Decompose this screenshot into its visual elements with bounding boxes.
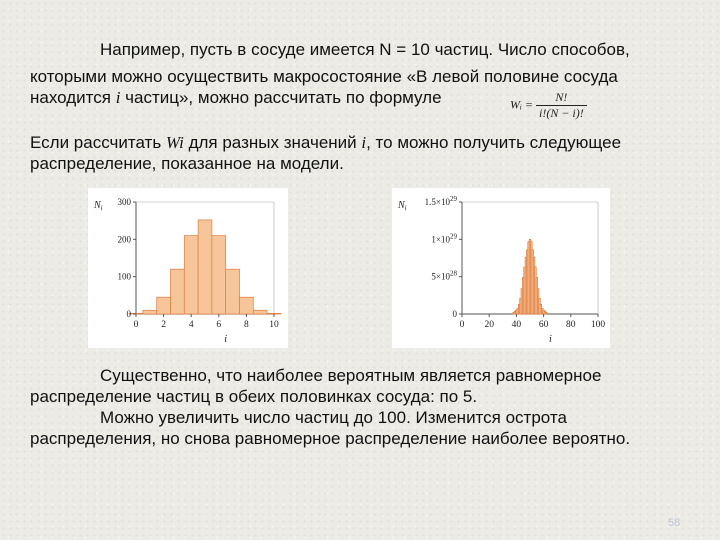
chart-n100-x-axis-label: i (549, 334, 552, 345)
formula-fraction: N! i!(N − i)! (536, 90, 587, 121)
paragraph2-var-wi: Wi (165, 133, 184, 152)
paragraph1-line3-b: частиц», можно рассчитать по формуле (120, 88, 442, 107)
paragraph1-line2: которыми можно осуществить макросостояни… (30, 67, 618, 86)
chart-n100-bar (545, 311, 548, 315)
formula-denominator: i!(N − i)! (539, 106, 584, 120)
chart-n10-bar (266, 313, 282, 315)
chart-n10-bar (170, 268, 185, 315)
paragraph3-line1: Существенно, что наиболее вероятным явля… (100, 366, 602, 385)
chart-n100-x-tick-label: 0 (460, 320, 465, 330)
chart-n100-svg: 0 20 40 60 80 100 0 5×1028 1×1029 1.5×1029 Ni i (397, 195, 606, 345)
formula-lhs: Wᵢ = (510, 97, 533, 112)
chart-n10-bar (183, 235, 199, 315)
chart-n10-bar (211, 235, 227, 315)
chart-n100-y-axis-label: Ni (397, 200, 407, 212)
chart-n10-bar (142, 309, 158, 315)
chart-n10-y-tick-label: 300 (118, 197, 132, 207)
formula-numerator: N! (536, 90, 587, 106)
chart-n100-y-tick-label: 1×1029 (431, 232, 457, 244)
chart-n100-x-tick-label: 20 (484, 320, 494, 330)
chart-n100-y-tick-label: 5×1028 (431, 270, 457, 282)
chart-n10-bar (239, 296, 254, 315)
chart-n100-y-tick-label: 1.5×1029 (425, 195, 458, 207)
chart-n10-y-tick-label: 200 (118, 234, 132, 244)
paragraph3-line4: распределения, но снова равномерное расп… (30, 429, 631, 448)
chart-n10-x-axis-label: i (224, 334, 227, 345)
paragraph2-var-i: i (361, 133, 367, 152)
paragraph2-line1-c: , то можно получить следующее (366, 133, 622, 152)
chart-n100-x-tick-label: 80 (566, 320, 576, 330)
chart-n10-x-tick-label: 8 (244, 320, 249, 330)
paragraph1-line3-a: находится (30, 88, 116, 107)
paragraph1-line1: Например, пусть в сосуде имеется N = 10 … (100, 40, 630, 59)
chart-n100-x-tick-label: 40 (512, 320, 522, 330)
paragraph1-line3: находится i частиц», можно рассчитать по… (30, 88, 442, 109)
formula: Wᵢ = N! i!(N − i)! (510, 90, 587, 121)
page-number: 58 (668, 517, 681, 529)
chart-n100: 0 20 40 60 80 100 0 5×1028 1×1029 1.5×1029 Ni i (392, 188, 610, 348)
chart-n10-bar (225, 268, 240, 315)
chart-n10-y-tick-label: 100 (118, 272, 132, 282)
paragraph1-var-i: i (115, 88, 121, 107)
chart-n10-bar (252, 309, 268, 315)
chart-n100-x-tick-label: 60 (539, 320, 549, 330)
paragraph3-line3: Можно увеличить число частиц до 100. Изм… (100, 408, 567, 427)
chart-n100-y-tick-label: 0 (453, 309, 458, 319)
paragraph2-line1-a: Если рассчитать (30, 133, 166, 152)
chart-n10-x-tick-label: 4 (189, 320, 194, 330)
chart-n10-y-tick-label: 0 (127, 309, 132, 319)
chart-n10-x-tick-label: 10 (269, 320, 279, 330)
chart-n10-bar (156, 296, 171, 315)
paragraph2-line1-b: для разных значений (183, 133, 362, 152)
paragraph3-line2: распределение частиц в обеих половинках … (30, 387, 478, 406)
paragraph2-line2: распределение, показанное на модели. (30, 154, 344, 173)
chart-n10-x-tick-label: 2 (161, 320, 166, 330)
chart-n10-bar (197, 219, 213, 315)
chart-n10: 0 2 4 6 8 10 0 100 200 300 Ni i (88, 188, 288, 348)
chart-n100-x-tick-label: 100 (591, 320, 606, 330)
chart-n10-x-tick-label: 6 (216, 320, 221, 330)
paragraph2-line1: Если рассчитать Wi для разных значений i… (30, 133, 621, 154)
chart-n10-x-tick-label: 0 (134, 320, 139, 330)
chart-n10-y-axis-label: Ni (93, 200, 103, 212)
